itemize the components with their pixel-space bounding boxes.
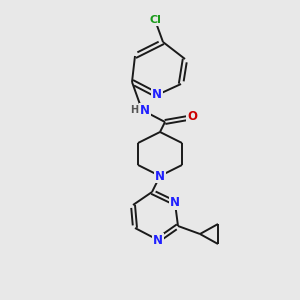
Text: Cl: Cl xyxy=(149,15,161,25)
Text: N: N xyxy=(153,233,163,247)
Text: N: N xyxy=(140,103,150,116)
Text: N: N xyxy=(170,196,180,209)
Text: N: N xyxy=(155,169,165,182)
Text: N: N xyxy=(152,88,162,101)
Text: O: O xyxy=(187,110,197,124)
Text: H: H xyxy=(130,105,138,115)
